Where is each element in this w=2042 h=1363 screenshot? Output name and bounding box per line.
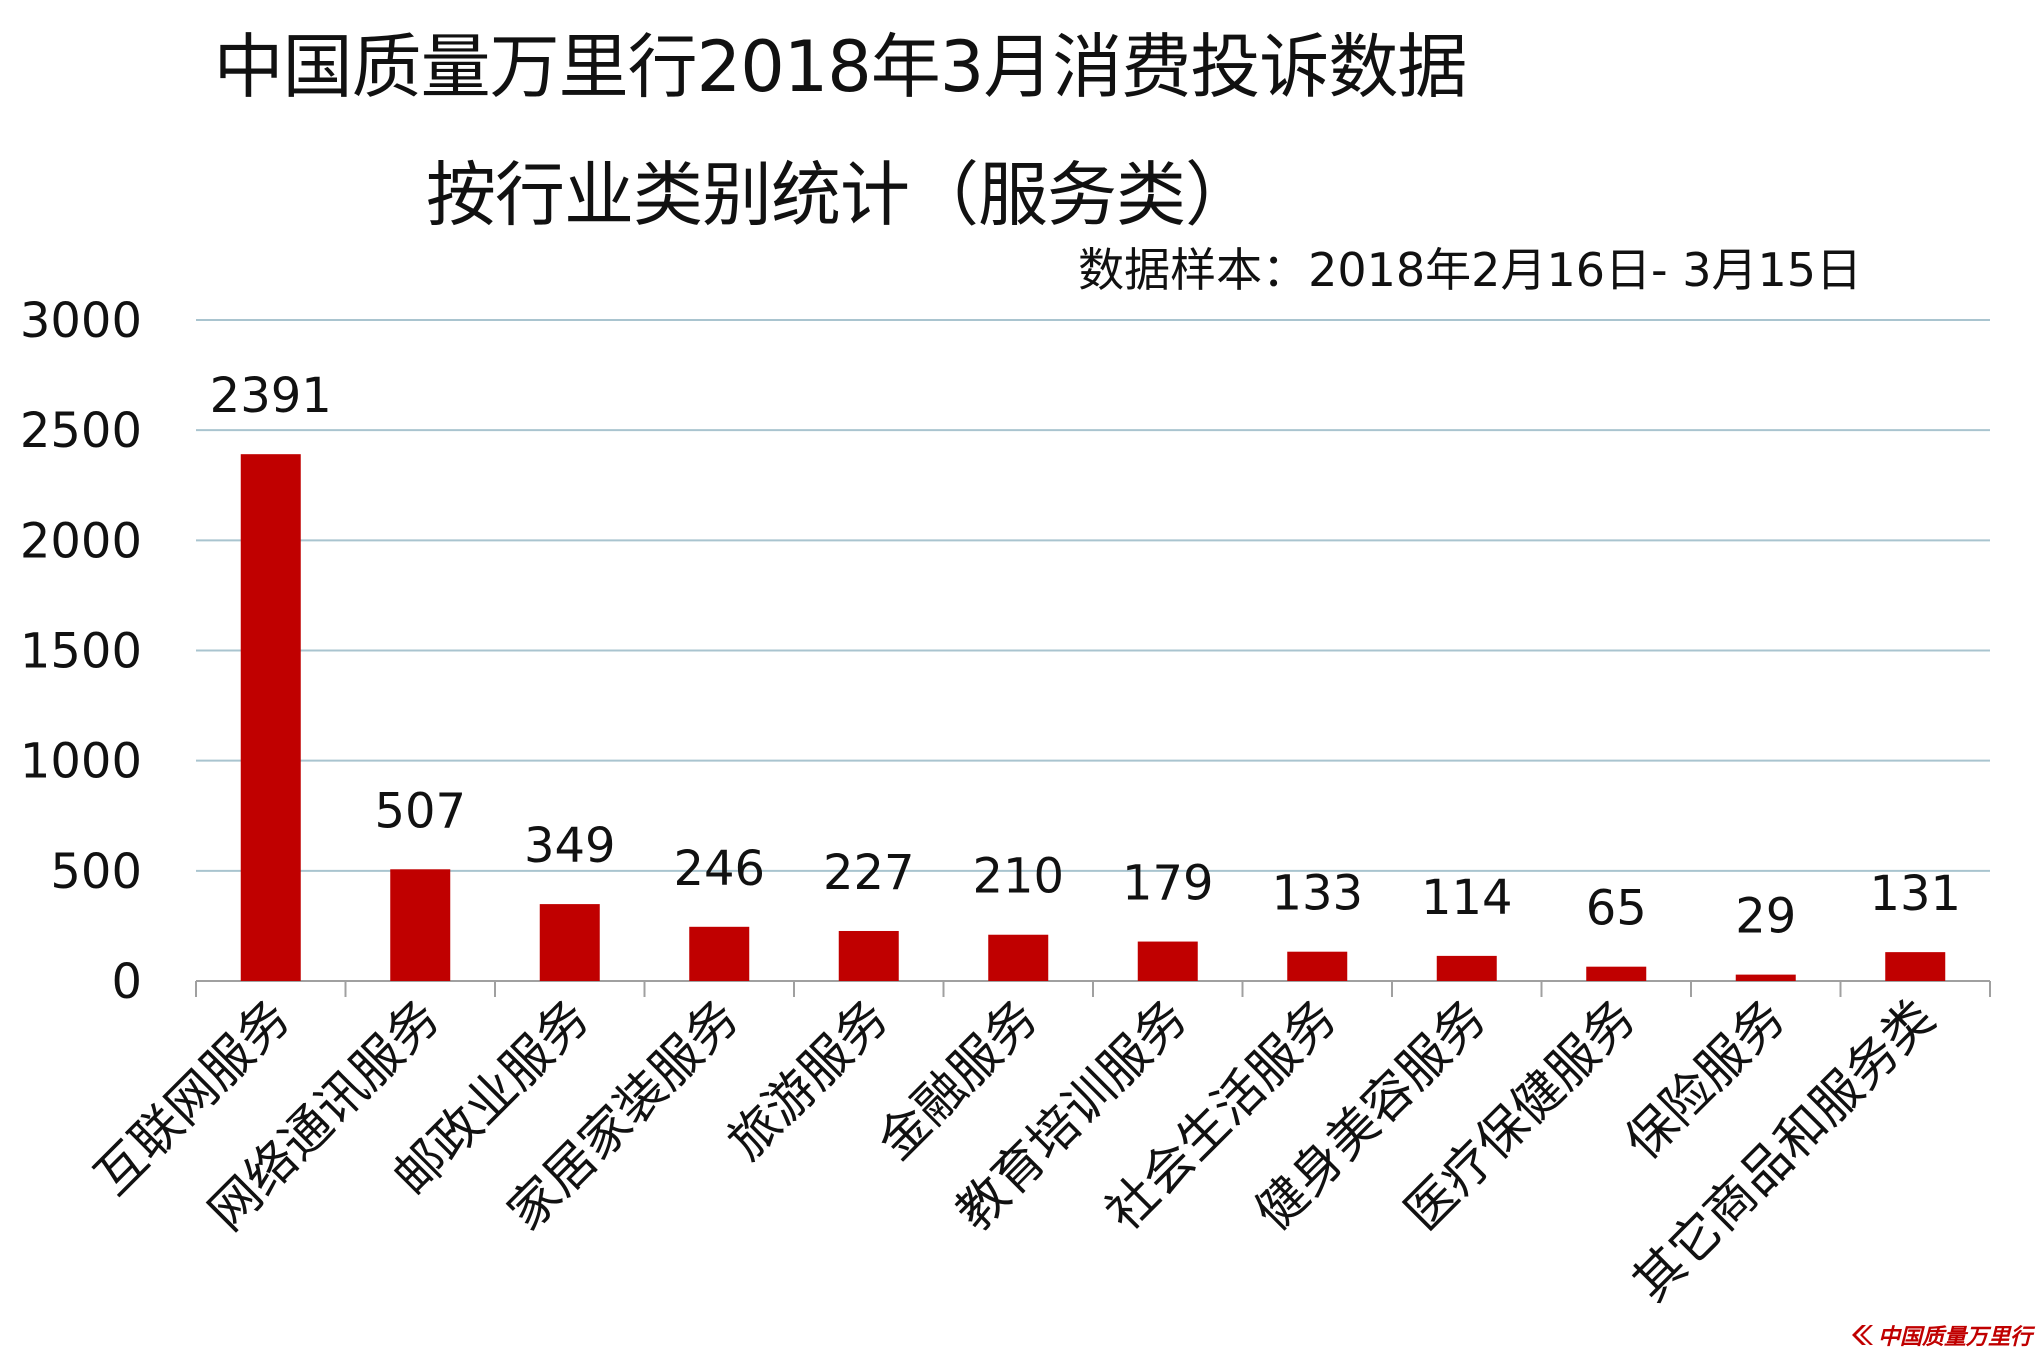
bar xyxy=(240,454,301,982)
bar xyxy=(988,934,1049,981)
y-tick-label: 1000 xyxy=(20,734,142,790)
data-label: 179 xyxy=(1122,856,1214,912)
bar xyxy=(838,930,899,981)
data-label: 114 xyxy=(1421,870,1513,926)
bar xyxy=(1436,955,1497,981)
y-tick-label: 3000 xyxy=(20,293,142,349)
data-label: 131 xyxy=(1869,866,1961,922)
x-axis xyxy=(195,980,1991,997)
gridlines xyxy=(196,319,1990,872)
data-label: 227 xyxy=(823,845,915,901)
data-label: 65 xyxy=(1586,881,1647,937)
bar xyxy=(539,904,600,981)
chart-title-line2: 按行业类别统计（服务类） xyxy=(426,154,1255,236)
value-labels: 2391 507 349 246 227 210 179 133 114 65 29 131 xyxy=(210,368,1961,944)
x-tick-label: 旅游服务 xyxy=(717,988,899,1170)
logo-text: 中国质量万里行 xyxy=(1877,1324,2032,1350)
chevron-logo-icon xyxy=(1851,1325,1873,1345)
bar xyxy=(1885,952,1946,981)
bar xyxy=(1137,941,1198,981)
data-label: 246 xyxy=(673,841,765,897)
x-axis-labels: 互联网服务网络通讯服务邮政业服务家居家装服务旅游服务金融服务教育培训服务社会生活… xyxy=(83,988,1945,1312)
y-tick-label: 2000 xyxy=(20,513,142,569)
data-label: 507 xyxy=(374,783,466,839)
data-label: 133 xyxy=(1271,866,1363,922)
chart-title-line1: 中国质量万里行2018年3月消费投诉数据 xyxy=(213,26,1468,108)
data-label: 210 xyxy=(972,849,1064,905)
bar xyxy=(390,869,451,981)
bar xyxy=(689,926,750,981)
y-tick-label: 2500 xyxy=(20,403,142,459)
chart-subtitle: 数据样本：2018年2月16日- 3月15日 xyxy=(1078,243,1862,297)
y-tick-label: 500 xyxy=(50,844,142,900)
bars xyxy=(240,454,1946,982)
bar xyxy=(1735,974,1796,981)
logo: 中国质量万里行 xyxy=(1848,1319,2032,1351)
bar xyxy=(1287,951,1348,981)
data-label: 2391 xyxy=(210,368,332,424)
bar xyxy=(1586,966,1647,981)
data-label: 349 xyxy=(524,818,616,874)
y-axis-ticks: 0 500 1000 1500 2000 2500 3000 xyxy=(20,293,142,1010)
y-tick-label: 1500 xyxy=(20,624,142,680)
y-tick-label: 0 xyxy=(111,954,142,1010)
data-label: 29 xyxy=(1735,889,1796,945)
